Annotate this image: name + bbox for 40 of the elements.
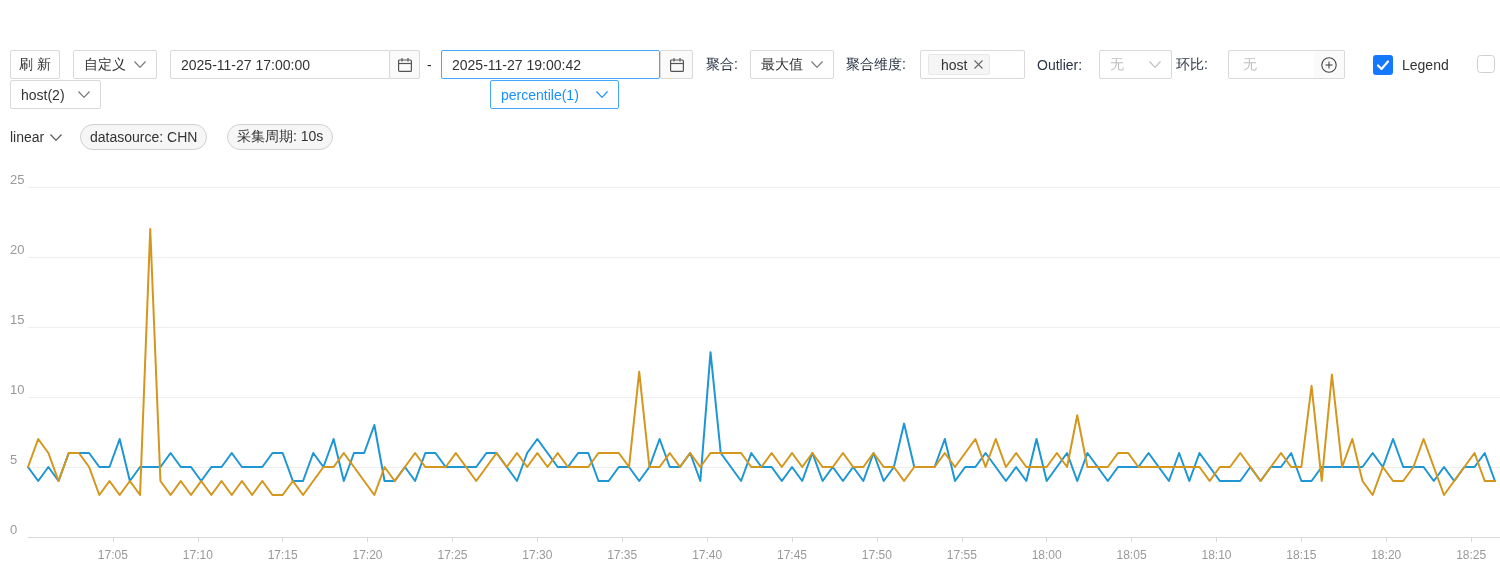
text: - bbox=[427, 56, 432, 73]
y-tick-label: 0 bbox=[10, 521, 18, 537]
dropdown: 无 bbox=[1099, 50, 1172, 79]
chip: datasource: CHN bbox=[80, 124, 208, 150]
x-tick-label: 18:25 bbox=[1456, 548, 1487, 562]
x-tick-label: 17:55 bbox=[946, 548, 978, 562]
x-tick-label: 17:35 bbox=[607, 548, 638, 562]
text: linear bbox=[10, 129, 45, 145]
x-tick-label: 17:45 bbox=[777, 548, 808, 562]
y-tick-label: 20 bbox=[10, 241, 25, 257]
x-tick-label: 17:50 bbox=[861, 548, 893, 562]
x-tick-label: 17:25 bbox=[437, 548, 468, 562]
x-tick-label: 17:20 bbox=[352, 548, 383, 562]
button: 刷 新 bbox=[10, 50, 60, 79]
x-tick-label: 18:15 bbox=[1286, 548, 1317, 562]
y-tick-label: 10 bbox=[10, 381, 25, 397]
dropdown: 最大值 bbox=[750, 50, 834, 79]
text: 聚合维度: bbox=[846, 55, 906, 74]
x-tick-label: 17:30 bbox=[522, 548, 553, 562]
x-tick-label: 18:20 bbox=[1371, 548, 1402, 562]
x-tick-label: 17:40 bbox=[692, 548, 723, 562]
dropdown: 自定义 bbox=[73, 50, 157, 79]
input-field: 无 bbox=[1228, 50, 1345, 79]
y-tick-label: 5 bbox=[10, 451, 18, 467]
dropdown: host(2) bbox=[10, 80, 101, 109]
checkbox: Legend bbox=[1373, 50, 1449, 79]
x-tick-label: 17:05 bbox=[97, 548, 129, 562]
y-tick-label: 15 bbox=[10, 311, 25, 327]
x-tick-label: 17:10 bbox=[182, 548, 214, 562]
x-tick-label: 18:00 bbox=[1031, 548, 1063, 562]
text: 环比: bbox=[1176, 55, 1208, 74]
y-tick-label: 25 bbox=[10, 171, 25, 187]
x-tick-label: 18:10 bbox=[1201, 548, 1232, 562]
x-tick-label: 17:15 bbox=[267, 548, 299, 562]
text: 聚合: bbox=[706, 55, 738, 74]
x-tick-label: 18:05 bbox=[1116, 548, 1147, 562]
dropdown: percentile(1) bbox=[490, 80, 619, 109]
chip: 采集周期: 10s bbox=[227, 124, 334, 150]
tag: host bbox=[928, 54, 991, 75]
text: Outlier: bbox=[1037, 56, 1083, 73]
